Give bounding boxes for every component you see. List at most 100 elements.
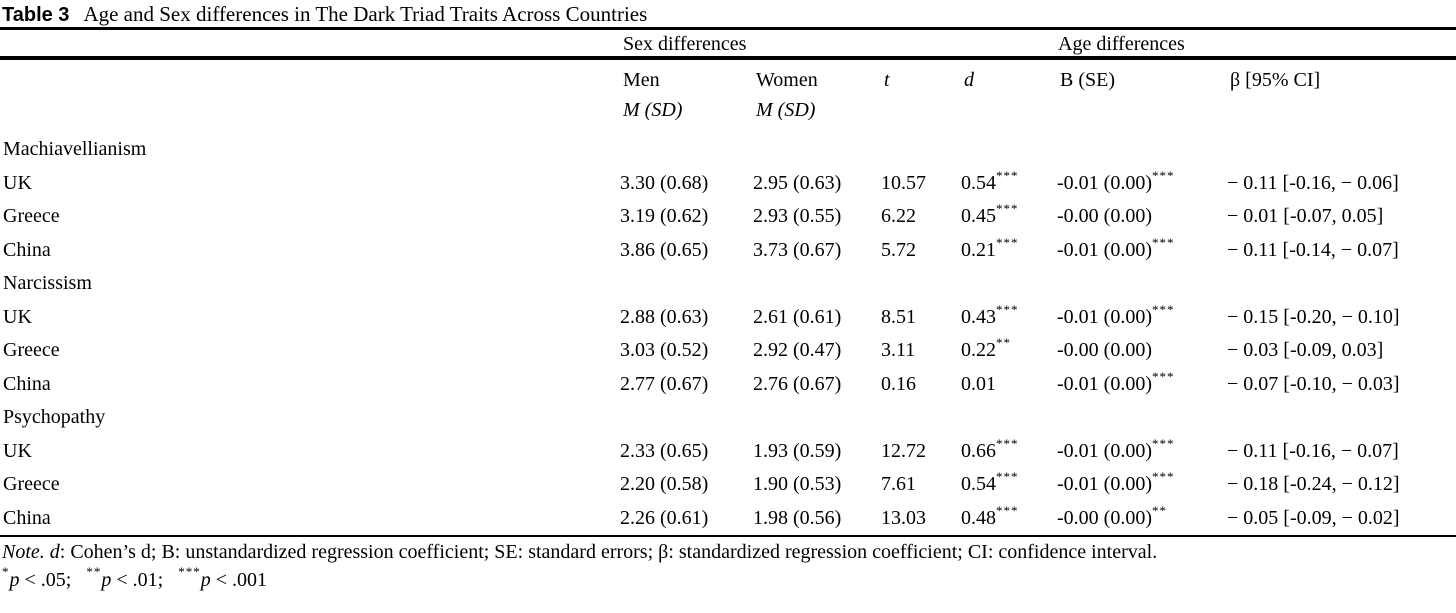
header-spacer — [0, 65, 620, 133]
cell-men: 2.33 (0.65) — [620, 439, 709, 462]
column-header-men: Men M (SD) — [620, 65, 753, 133]
column-header-d: d — [964, 69, 974, 91]
cell-country: UK — [3, 305, 32, 328]
column-header-b-se: B (SE) — [1060, 69, 1115, 91]
significance-stars: *** — [996, 167, 1019, 183]
cell-t: 12.72 — [881, 439, 926, 462]
section-row: Machiavellianism — [0, 133, 1456, 167]
column-header-women-sub: M (SD) — [756, 99, 816, 121]
table-body: Machiavellianism UK 3.30 (0.68) 2.95 (0.… — [0, 133, 1456, 535]
column-spanner-age-differences: Age differences — [1058, 33, 1185, 55]
sig-level-001: ***p < .001 — [178, 564, 267, 591]
cell-b-se: -0.01 (0.00)*** — [1057, 435, 1175, 462]
cell-beta-ci: − 0.11 [-0.14, − 0.07] — [1227, 238, 1399, 261]
cell-men: 2.77 (0.67) — [620, 372, 709, 395]
table-title-text: Age and Sex differences in The Dark Tria… — [83, 2, 648, 26]
note-definitions: Note. d: Cohen’s d; B: unstandardized re… — [2, 538, 1456, 566]
cell-d: 0.54*** — [961, 469, 1019, 495]
cell-men: 3.03 (0.52) — [620, 339, 709, 361]
table-row: UK 2.33 (0.65) 1.93 (0.59) 12.72 0.66***… — [0, 435, 1456, 469]
cell-country: UK — [3, 171, 32, 194]
significance-stars: *** — [996, 469, 1019, 485]
cell-d: 0.01 — [961, 372, 996, 395]
cell-country: China — [3, 506, 51, 529]
cell-t: 13.03 — [881, 506, 926, 529]
significance-stars: *** — [1151, 368, 1175, 384]
cell-beta-ci: − 0.18 [-0.24, − 0.12] — [1227, 473, 1400, 495]
note-significance: *p < .05; **p < .01; ***p < .001 — [2, 564, 1456, 594]
cell-b-se: -0.00 (0.00) — [1057, 339, 1152, 361]
significance-stars: *** — [1151, 435, 1175, 451]
cell-beta-ci: − 0.03 [-0.09, 0.03] — [1227, 339, 1384, 361]
cell-women: 2.92 (0.47) — [753, 339, 842, 361]
cell-d: 0.22** — [961, 335, 1011, 361]
table-number-label: Table 3 — [2, 4, 70, 26]
cell-t: 7.61 — [881, 473, 916, 495]
cell-b-se: -0.00 (0.00)** — [1057, 502, 1167, 529]
cell-men: 2.88 (0.63) — [620, 305, 709, 328]
cell-d: 0.21*** — [961, 234, 1019, 261]
table-note: Note. d: Cohen’s d; B: unstandardized re… — [0, 535, 1456, 594]
column-header-t: t — [884, 69, 890, 91]
section-label: Narcissism — [3, 272, 92, 294]
table-title: Table 3 Age and Sex differences in The Da… — [0, 0, 1456, 30]
cell-b-se: -0.01 (0.00)*** — [1057, 167, 1175, 194]
cell-d: 0.43*** — [961, 301, 1019, 328]
section-row: Psychopathy — [0, 401, 1456, 435]
significance-stars: ** — [996, 335, 1011, 351]
sig-level-05: *p < .05; — [2, 564, 72, 591]
section-label: Psychopathy — [3, 406, 106, 428]
column-header-women-label: Women — [756, 69, 818, 91]
cell-women: 1.93 (0.59) — [753, 439, 842, 462]
significance-stars: *** — [996, 435, 1019, 451]
column-spanner-sex-differences: Sex differences — [623, 33, 747, 55]
cell-country: Greece — [3, 473, 60, 495]
section-row: Narcissism — [0, 267, 1456, 301]
cell-men: 3.19 (0.62) — [620, 205, 709, 227]
cell-d: 0.66*** — [961, 435, 1019, 462]
cell-women: 3.73 (0.67) — [753, 238, 842, 261]
cell-t: 5.72 — [881, 238, 916, 261]
column-header-men-sub: M (SD) — [623, 99, 683, 121]
spanner-spacer — [0, 30, 620, 58]
cell-men: 3.30 (0.68) — [620, 171, 709, 194]
column-header-women: Women M (SD) — [753, 65, 881, 133]
cell-b-se: -0.01 (0.00)*** — [1057, 234, 1175, 261]
cell-t: 10.57 — [881, 171, 926, 194]
significance-stars: *** — [996, 234, 1019, 250]
cell-women: 2.76 (0.67) — [753, 372, 842, 395]
note-label: Note. — [2, 541, 45, 563]
cell-d: 0.48*** — [961, 502, 1019, 529]
column-spanner-row: Sex differences Age differences — [0, 30, 1456, 60]
cell-women: 2.93 (0.55) — [753, 205, 842, 227]
cell-beta-ci: − 0.11 [-0.16, − 0.06] — [1227, 171, 1399, 194]
significance-stars: *** — [996, 502, 1019, 518]
cell-beta-ci: − 0.07 [-0.10, − 0.03] — [1227, 372, 1400, 395]
table-row: UK 2.88 (0.63) 2.61 (0.61) 8.51 0.43*** … — [0, 301, 1456, 335]
cell-d: 0.54*** — [961, 167, 1019, 194]
table-row: China 2.77 (0.67) 2.76 (0.67) 0.16 0.01 … — [0, 368, 1456, 402]
cell-t: 0.16 — [881, 372, 916, 395]
table-row: Greece 2.20 (0.58) 1.90 (0.53) 7.61 0.54… — [0, 468, 1456, 502]
column-header-beta-ci: β [95% CI] — [1230, 69, 1321, 91]
cell-men: 2.26 (0.61) — [620, 506, 709, 529]
cell-beta-ci: − 0.11 [-0.16, − 0.07] — [1227, 439, 1399, 462]
table-row: Greece 3.03 (0.52) 2.92 (0.47) 3.11 0.22… — [0, 334, 1456, 368]
cell-b-se: -0.00 (0.00) — [1057, 205, 1152, 227]
significance-stars: ** — [1151, 502, 1167, 518]
column-header-men-label: Men — [623, 69, 660, 91]
table-row: UK 3.30 (0.68) 2.95 (0.63) 10.57 0.54***… — [0, 167, 1456, 201]
significance-stars: *** — [1151, 234, 1175, 250]
cell-women: 2.95 (0.63) — [753, 171, 842, 194]
cell-b-se: -0.01 (0.00)*** — [1057, 368, 1175, 395]
cell-t: 3.11 — [881, 339, 916, 361]
column-header-row: Men M (SD) Women M (SD) t d B (SE) β [95… — [0, 60, 1456, 133]
cell-women: 2.61 (0.61) — [753, 305, 842, 328]
cell-b-se: -0.01 (0.00)*** — [1057, 469, 1175, 495]
cell-country: Greece — [3, 339, 60, 361]
section-label: Machiavellianism — [3, 138, 147, 160]
cell-b-se: -0.01 (0.00)*** — [1057, 301, 1175, 328]
table-row: China 2.26 (0.61) 1.98 (0.56) 13.03 0.48… — [0, 502, 1456, 536]
cell-country: Greece — [3, 205, 60, 227]
